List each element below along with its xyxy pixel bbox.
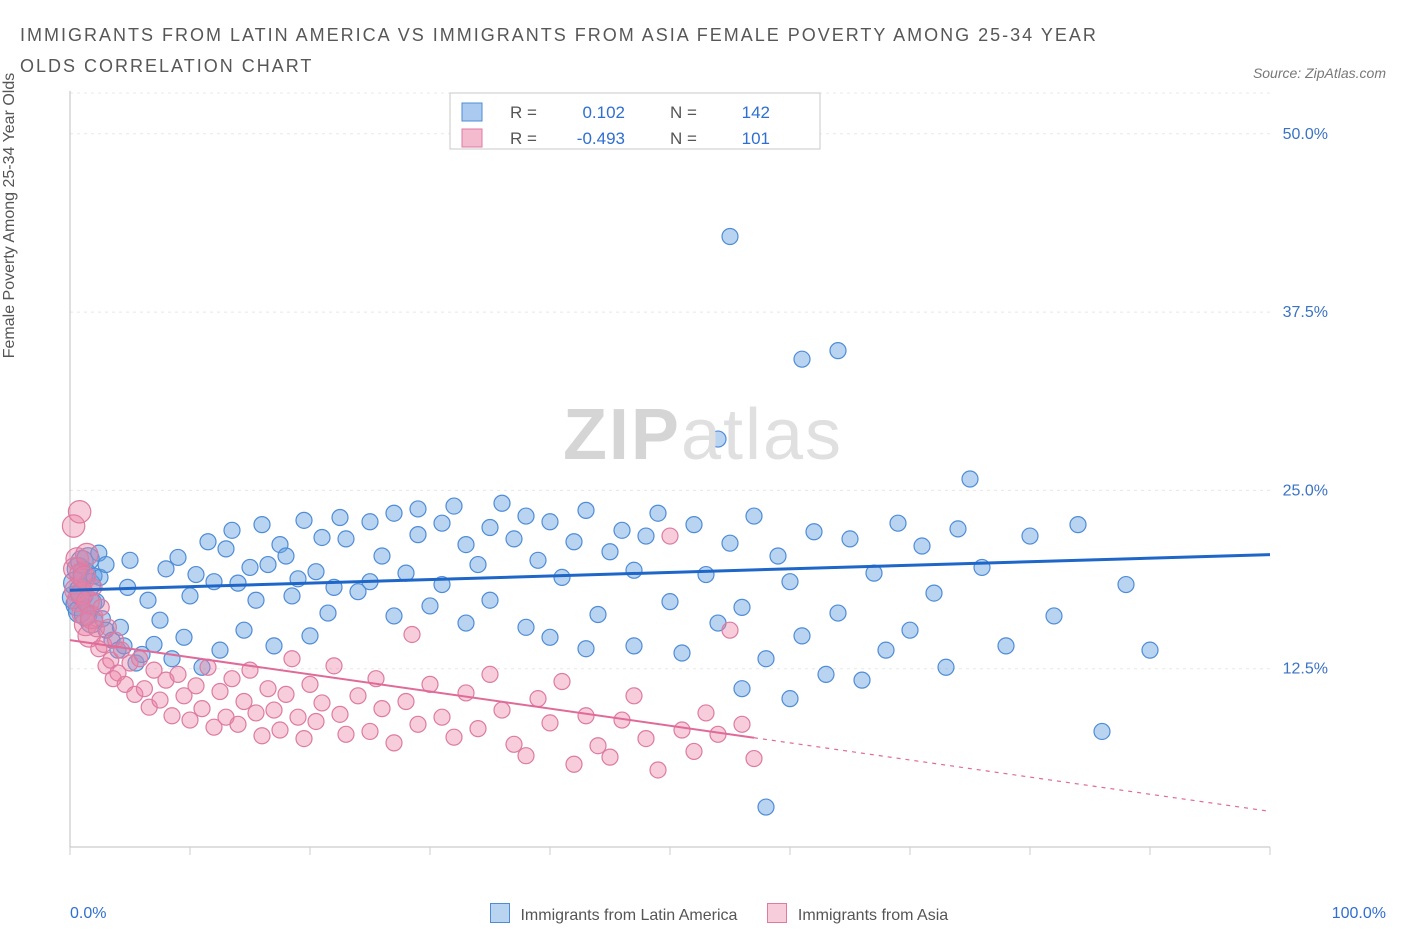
chart-title: IMMIGRANTS FROM LATIN AMERICA VS IMMIGRA… (20, 20, 1130, 81)
svg-text:N =: N = (670, 103, 697, 122)
svg-text:37.5%: 37.5% (1283, 304, 1328, 321)
svg-text:101: 101 (742, 129, 770, 148)
legend-item-asia: Immigrants from Asia (767, 903, 948, 925)
x-axis-max-label: 100.0% (1332, 905, 1386, 923)
legend-item-latin: Immigrants from Latin America (490, 903, 737, 925)
scatter-plot: 12.5% 25.0% 37.5% 50.0% R = 0.102 N = 142 R = -0.… (20, 87, 1340, 867)
svg-text:-0.493: -0.493 (577, 129, 625, 148)
svg-text:12.5%: 12.5% (1283, 661, 1328, 678)
legend-label-asia: Immigrants from Asia (798, 907, 948, 924)
svg-text:142: 142 (742, 103, 770, 122)
svg-text:25.0%: 25.0% (1283, 483, 1328, 500)
svg-text:R =: R = (510, 129, 537, 148)
bottom-legend: Immigrants from Latin America Immigrants… (490, 903, 948, 925)
legend-swatch-asia (767, 903, 787, 923)
legend-swatch-latin (490, 903, 510, 923)
svg-text:50.0%: 50.0% (1283, 126, 1328, 143)
svg-text:0.102: 0.102 (582, 103, 625, 122)
svg-text:R =: R = (510, 103, 537, 122)
x-axis-min-label: 0.0% (70, 905, 106, 923)
legend-label-latin: Immigrants from Latin America (520, 907, 737, 924)
source-label: Source: ZipAtlas.com (1253, 65, 1386, 81)
y-axis-label: Female Poverty Among 25-34 Year Olds (1, 73, 19, 359)
svg-text:N =: N = (670, 129, 697, 148)
